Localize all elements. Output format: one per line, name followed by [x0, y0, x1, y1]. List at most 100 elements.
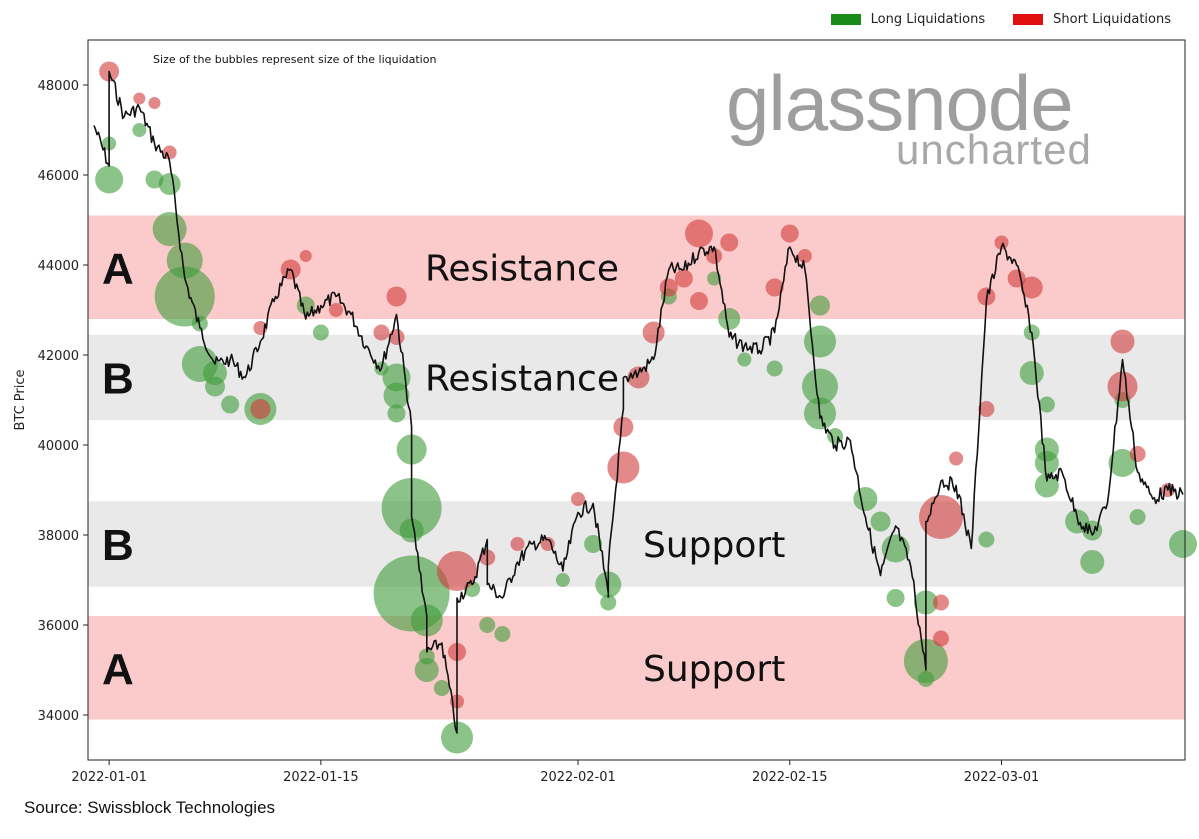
- y-tick-label: 38000: [38, 529, 79, 544]
- liquidation-bubble: [870, 511, 891, 532]
- x-tick-label: 2022-02-15: [752, 770, 828, 785]
- liquidation-bubble: [674, 269, 693, 288]
- liquidation-bubble: [765, 278, 784, 297]
- liquidation-bubble: [1129, 446, 1146, 462]
- liquidation-bubble: [373, 324, 390, 341]
- liquidation-bubble: [494, 626, 511, 642]
- zone-label: Resistance: [425, 248, 619, 289]
- zone-label: Support: [643, 649, 785, 690]
- liquidation-bubble: [133, 92, 146, 105]
- liquidation-bubble: [933, 630, 949, 647]
- liquidation-bubble: [718, 308, 741, 330]
- liquidation-bubble: [853, 487, 878, 511]
- liquidation-bubble: [388, 329, 405, 345]
- liquidation-bubble: [707, 271, 722, 286]
- liquidation-bubble: [706, 248, 723, 264]
- watermark-glassnode: glassnode: [726, 59, 1074, 147]
- liquidation-bubble: [642, 321, 665, 344]
- liquidation-bubble: [613, 417, 634, 437]
- liquidation-bubble: [720, 233, 739, 252]
- liquidation-bubble: [978, 401, 995, 417]
- liquidation-bubble: [627, 366, 650, 389]
- liquidation-bubble: [386, 286, 407, 307]
- liquidation-bubble: [802, 368, 838, 405]
- source-caption: Source: Swissblock Technologies: [24, 798, 276, 817]
- liquidation-bubble: [555, 573, 570, 587]
- liquidation-bubble: [1038, 396, 1055, 413]
- liquidation-bubble: [1020, 276, 1043, 299]
- liquidation-bubble: [584, 535, 603, 553]
- bubble-size-note: Size of the bubbles represent size of th…: [153, 53, 437, 66]
- liquidation-bubble: [154, 266, 215, 327]
- price-line: [93, 70, 1184, 734]
- y-axis-label: BTC Price: [13, 369, 28, 430]
- liquidation-bubble: [571, 492, 585, 506]
- liquidation-bubble: [933, 594, 949, 611]
- liquidation-bubble: [1107, 371, 1138, 402]
- liquidation-bubble: [414, 658, 439, 682]
- liquidation-bubble: [690, 292, 708, 310]
- liquidation-bubble: [780, 224, 799, 243]
- zone-label: Support: [643, 525, 785, 566]
- liquidation-bubble: [659, 278, 678, 297]
- liquidation-bubble: [607, 451, 640, 484]
- x-tick-label: 2022-01-01: [71, 770, 147, 785]
- liquidation-bubble: [158, 173, 181, 195]
- liquidation-bubble: [810, 295, 830, 316]
- liquidation-bubble: [737, 352, 752, 367]
- legend-short: Short Liquidations: [1013, 12, 1171, 27]
- y-tick-label: 48000: [38, 79, 79, 94]
- liquidation-bubble: [479, 617, 496, 633]
- liquidation-bubble: [152, 212, 187, 246]
- zone-letter: A: [102, 244, 134, 293]
- chart-legend: Long Liquidations Short Liquidations: [803, 12, 1171, 27]
- liquidation-bubble: [95, 165, 124, 194]
- liquidation-bubble: [387, 404, 406, 423]
- liquidation-bubble: [994, 235, 1009, 250]
- zone-band: [88, 501, 1185, 587]
- liquidation-bubble: [250, 399, 271, 419]
- liquidation-bubble: [433, 680, 450, 696]
- liquidation-bubble: [383, 382, 410, 409]
- liquidation-bubble: [221, 395, 240, 414]
- legend-long: Long Liquidations: [830, 12, 985, 27]
- liquidation-bubble: [1129, 509, 1146, 525]
- liquidation-bubble: [510, 537, 525, 551]
- liquidation-bubble: [919, 495, 963, 539]
- legend-short-swatch: [1013, 14, 1044, 25]
- liquidation-bubble: [886, 589, 905, 607]
- liquidation-bubble: [329, 303, 343, 317]
- liquidation-bubble: [1034, 451, 1059, 475]
- liquidation-bubble: [1110, 329, 1135, 354]
- y-tick-label: 34000: [38, 709, 79, 724]
- zone-letter: A: [102, 645, 134, 694]
- y-tick-label: 46000: [38, 169, 79, 184]
- liquidation-bubble: [205, 376, 225, 397]
- x-tick-label: 2022-01-15: [283, 770, 359, 785]
- liquidation-bubble: [299, 250, 312, 262]
- y-tick-label: 42000: [38, 349, 79, 364]
- liquidation-bubble: [437, 551, 477, 591]
- y-tick-label: 44000: [38, 259, 79, 274]
- liquidation-bubble: [917, 671, 934, 687]
- liquidation-bubble: [766, 360, 783, 377]
- liquidation-bubble: [1169, 530, 1197, 558]
- liquidation-bubble: [132, 123, 147, 137]
- liquidation-bubble: [600, 594, 617, 611]
- y-tick-label: 40000: [38, 439, 79, 454]
- zone-label: Resistance: [425, 359, 619, 400]
- liquidation-bubble: [312, 324, 329, 341]
- zone-band: [88, 616, 1185, 720]
- liquidation-bubble: [685, 219, 713, 248]
- plot-frame: [87, 39, 1186, 761]
- x-tick-label: 2022-03-01: [964, 770, 1040, 785]
- liquidation-bubble: [1019, 361, 1044, 385]
- liquidation-bubble: [148, 97, 161, 109]
- liquidation-bubble: [1108, 449, 1137, 477]
- zone-letter: B: [102, 355, 134, 404]
- liquidation-bubble: [1034, 473, 1059, 498]
- liquidation-bubble: [949, 451, 964, 466]
- zone-band: [88, 215, 1185, 319]
- x-tick-label: 2022-02-01: [540, 770, 616, 785]
